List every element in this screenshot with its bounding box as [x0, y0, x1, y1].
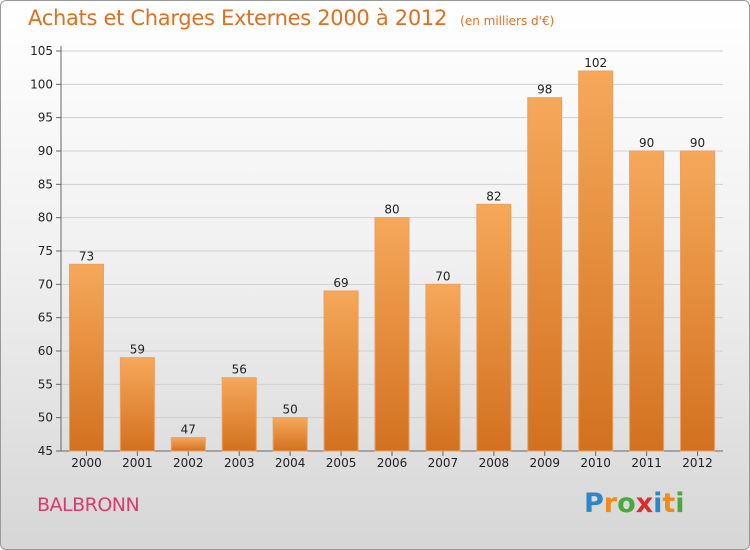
proxiti-logo[interactable]: Proxiti	[584, 488, 685, 519]
x-tick-label: 2002	[173, 456, 204, 470]
x-tick-label: 2011	[631, 456, 662, 470]
logo-letter: t	[662, 488, 676, 519]
bar	[527, 97, 563, 452]
y-tick-label: 75	[38, 244, 53, 258]
y-tick-label: 55	[38, 377, 53, 391]
bar	[629, 150, 665, 452]
bar	[68, 263, 104, 452]
bar	[119, 357, 155, 452]
logo-letter: o	[617, 488, 636, 519]
y-tick-label: 45	[38, 444, 53, 458]
bars	[68, 70, 716, 452]
data-label: 56	[232, 363, 247, 377]
bar	[170, 437, 206, 452]
bar	[323, 290, 359, 452]
y-tick-label: 85	[38, 177, 53, 191]
x-tick-label: 2009	[529, 456, 560, 470]
data-label: 47	[181, 423, 196, 437]
y-tick-label: 50	[38, 411, 53, 425]
chart-unit: (en milliers d'€)	[460, 14, 555, 28]
data-label: 90	[690, 136, 705, 150]
x-tick-label: 2010	[580, 456, 611, 470]
logo-letter: i	[675, 488, 685, 519]
y-tick-label: 105	[30, 44, 53, 58]
x-tick-label: 2008	[479, 456, 510, 470]
title-row: Achats et Charges Externes 2000 à 2012 (…	[28, 6, 554, 30]
x-tick-label: 2001	[122, 456, 153, 470]
data-label: 70	[435, 269, 450, 283]
data-label: 73	[79, 249, 94, 263]
data-label: 102	[584, 56, 607, 70]
x-tick-label: 2004	[275, 456, 306, 470]
bar	[578, 70, 614, 452]
y-tick-label: 80	[38, 211, 53, 225]
bar	[272, 417, 308, 452]
data-label: 59	[130, 343, 145, 357]
x-tick-label: 2000	[71, 456, 102, 470]
bar	[680, 150, 716, 452]
logo-letter: P	[584, 488, 604, 519]
y-tick-label: 65	[38, 311, 53, 325]
data-label: 50	[283, 403, 298, 417]
y-tick-label: 100	[30, 77, 53, 91]
bar	[476, 203, 512, 452]
logo-letter: r	[603, 488, 618, 519]
y-tick-label: 90	[38, 144, 53, 158]
logo-letter: x	[635, 488, 654, 519]
x-tick-label: 2007	[428, 456, 459, 470]
logo-letter: i	[653, 488, 663, 519]
x-tick-label: 2003	[224, 456, 255, 470]
data-label: 80	[384, 203, 399, 217]
y-tick-label: 70	[38, 277, 53, 291]
y-tick-label: 95	[38, 111, 53, 125]
data-label: 98	[537, 83, 552, 97]
data-label: 82	[486, 189, 501, 203]
y-tick-label: 60	[38, 344, 53, 358]
data-label: 90	[639, 136, 654, 150]
bar	[374, 217, 410, 452]
data-label: 69	[333, 276, 348, 290]
x-tick-label: 2006	[377, 456, 408, 470]
x-tick-label: 2005	[326, 456, 357, 470]
x-tick-label: 2012	[682, 456, 713, 470]
bar	[425, 283, 461, 452]
bar	[221, 377, 257, 452]
chart-title: Achats et Charges Externes 2000 à 2012	[28, 6, 448, 30]
labels: 45 50 55 60 65 70 75 80 85 90 95 100 105 2000 73 2001 59…	[30, 44, 713, 470]
place-name: BALBRONN	[37, 494, 140, 516]
